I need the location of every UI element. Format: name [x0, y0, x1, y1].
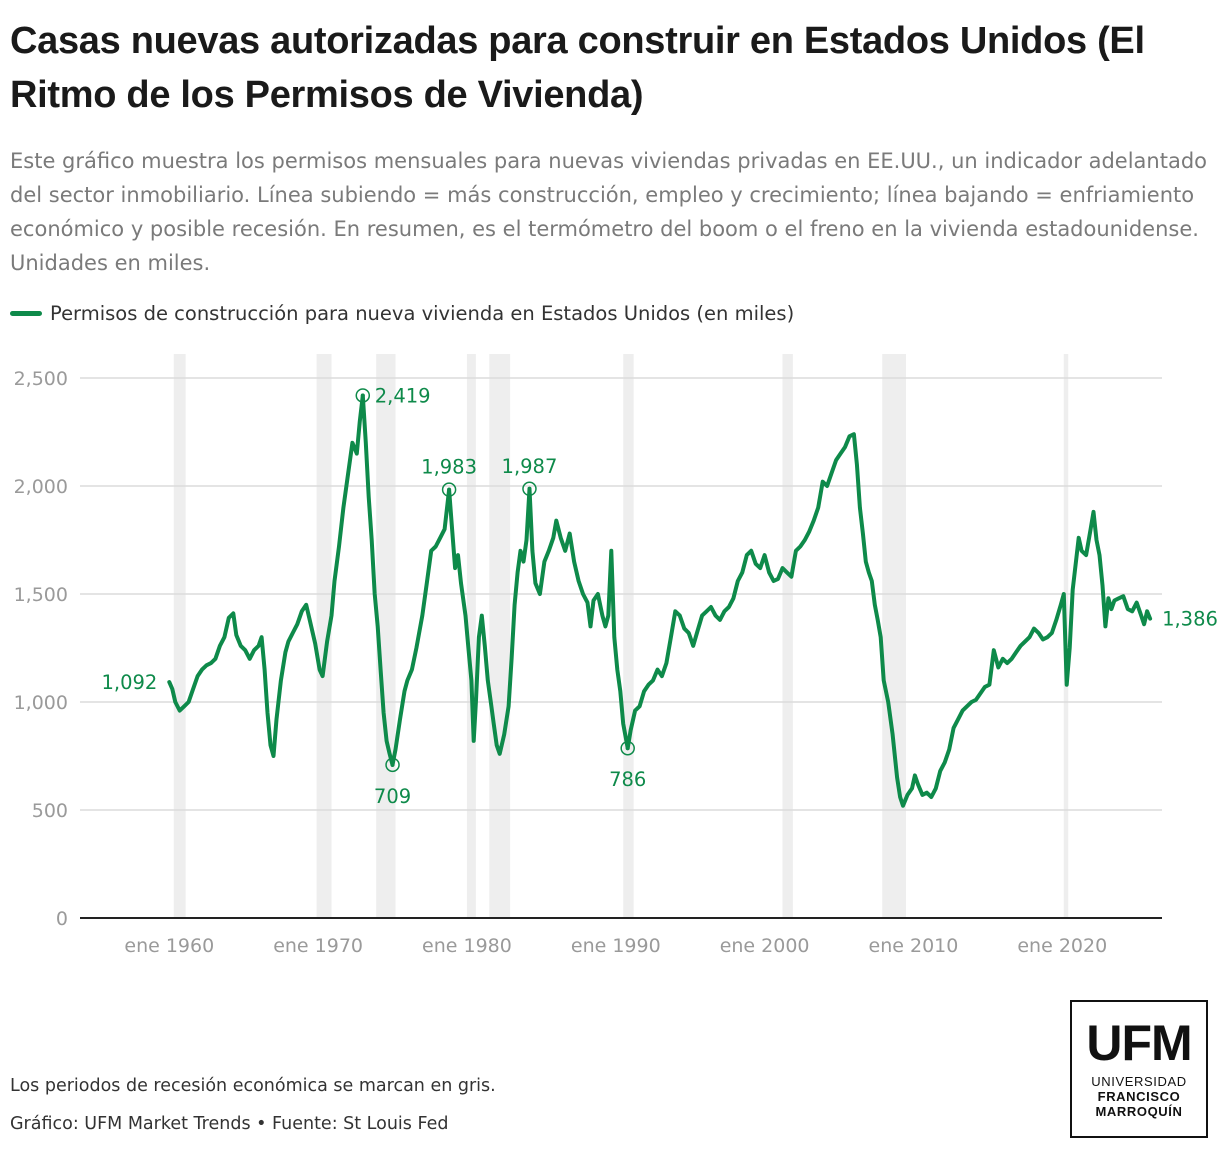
annotation-label: 2,419 — [375, 384, 431, 407]
logo-wordmark: UFM — [1086, 1015, 1192, 1071]
annotation-marker-dot — [447, 487, 452, 492]
legend-swatch — [10, 311, 42, 316]
annotation-label: 709 — [374, 785, 411, 808]
annotation-label: 1,987 — [502, 455, 558, 478]
x-tick-label: ene 1980 — [422, 935, 512, 957]
y-tick-label: 500 — [32, 800, 68, 822]
y-tick-label: 2,500 — [14, 368, 68, 390]
recession-note: Los periodos de recesión económica se ma… — [10, 1076, 496, 1096]
annotation-marker — [522, 481, 537, 497]
annotation-marker-dot — [360, 393, 365, 398]
y-tick-label: 1,000 — [14, 692, 68, 714]
annotation-label: 786 — [609, 768, 646, 791]
x-tick-label: ene 1990 — [571, 935, 661, 957]
annotation-marker — [441, 482, 457, 497]
annotation-marker-dot — [390, 762, 395, 767]
logo-line-francisco: FRANCISCO — [1097, 1089, 1181, 1104]
x-tick-label: ene 2000 — [720, 935, 810, 957]
line-chart: 0 500 1,000 1,500 2,000 2,500 ene 1960 ene 1970… — [14, 354, 1218, 957]
annotation-marker-dot — [527, 486, 532, 491]
y-tick-label: 0 — [56, 908, 68, 930]
legend: Permisos de construcción para nueva vivi… — [10, 302, 794, 325]
recession-band — [316, 354, 332, 918]
annotation-marker — [620, 740, 635, 756]
x-tick-label: ene 2020 — [1017, 935, 1107, 957]
recession-band — [173, 354, 186, 918]
annotation-label: 1,983 — [421, 456, 477, 479]
y-tick-label: 1,500 — [14, 584, 68, 606]
chart-subtitle: Este gráfico muestra los permisos mensua… — [10, 149, 1207, 275]
x-tick-label: ene 1960 — [124, 935, 214, 957]
y-tick-label: 2,000 — [14, 476, 68, 498]
logo-line-universidad: UNIVERSIDAD — [1091, 1074, 1187, 1089]
recession-band — [466, 354, 476, 918]
series-line — [167, 393, 1153, 808]
x-tick-label: ene 2010 — [869, 935, 959, 957]
annotation-label: 1,092 — [101, 671, 157, 694]
ufm-logo: UFM UNIVERSIDAD FRANCISCO MARROQUÍN — [1070, 1000, 1208, 1138]
chart-title: Casas nuevas autorizadas para construir … — [10, 20, 1145, 116]
annotation-marker — [355, 388, 371, 403]
source-credit: Gráfico: UFM Market Trends • Fuente: St … — [10, 1114, 449, 1134]
logo-line-marroquin: MARROQUÍN — [1095, 1104, 1183, 1119]
recession-band — [489, 354, 511, 918]
annotation-marker — [385, 757, 400, 773]
recession-band — [376, 354, 396, 918]
x-tick-label: ene 1970 — [273, 935, 363, 957]
recession-band — [882, 354, 907, 918]
annotation-label: 1,386 — [1162, 608, 1218, 631]
recession-band — [623, 354, 634, 918]
legend-label: Permisos de construcción para nueva vivi… — [50, 302, 795, 325]
annotation-marker-dot — [625, 746, 630, 751]
recession-band — [782, 354, 793, 918]
